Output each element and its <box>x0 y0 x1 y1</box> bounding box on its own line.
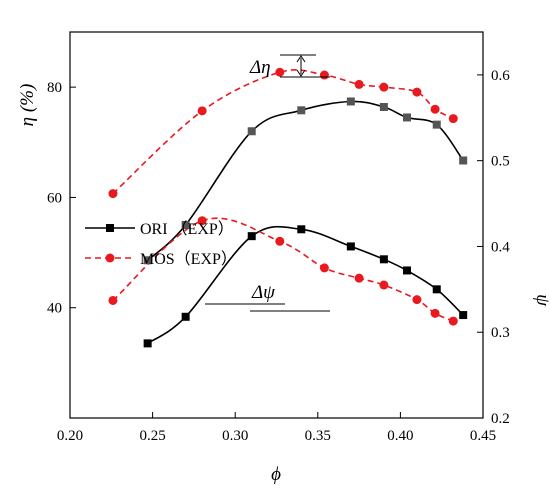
mos-efficiency-point <box>354 79 364 89</box>
ori-head-point <box>143 339 152 348</box>
delta-psi-marker: Δψ <box>205 282 330 312</box>
right-tick-label: 0.3 <box>491 325 510 341</box>
legend: ORI （EXP） MOS（EXP） <box>85 220 237 268</box>
x-tick-label: 0.25 <box>139 428 165 444</box>
x-axis-title: ϕ <box>271 464 281 485</box>
right-tick-label: 0.4 <box>491 239 510 255</box>
ori-head-point <box>432 285 441 294</box>
ori-efficiency-point <box>143 256 152 265</box>
x-tick-label: 0.45 <box>470 428 496 444</box>
delta-eta-arrow-down <box>296 69 306 77</box>
right-tick-label: 0.5 <box>491 154 510 170</box>
ori-efficiency-point <box>181 221 190 229</box>
left-axis-title: η (%) <box>17 84 38 127</box>
ori-head-point <box>346 242 355 251</box>
legend-ori-label: ORI （EXP） <box>140 220 234 238</box>
plot-frame <box>69 31 484 419</box>
ori-head-point <box>403 266 412 275</box>
right-tick-label: 0.2 <box>491 411 510 427</box>
delta-eta-label: Δη <box>249 57 271 78</box>
left-tick-label: 40 <box>47 301 62 317</box>
ori-efficiency-point <box>297 106 306 115</box>
x-tick-label: 0.30 <box>222 428 248 444</box>
legend-ori-marker <box>106 224 114 232</box>
curves <box>112 69 464 345</box>
mos-efficiency-point <box>448 114 458 124</box>
mos-head-point <box>448 316 458 326</box>
left-tick-label: 60 <box>47 190 62 206</box>
mos-head-point <box>412 295 422 305</box>
ori-head-point <box>181 312 190 321</box>
mos-head-point <box>430 308 440 318</box>
legend-mos-marker <box>105 253 115 263</box>
mos-efficiency-point <box>430 104 440 114</box>
mos-head-point <box>275 236 285 246</box>
x-tick-label: 0.40 <box>387 428 413 444</box>
ticks: 0.20 0.25 0.30 0.35 0.40 0.45 40 60 80 0.2 0.3 0.4 0… <box>47 68 510 444</box>
left-tick-label: 80 <box>47 80 62 96</box>
ori-efficiency-point <box>247 127 256 136</box>
mos-head-point <box>197 216 207 226</box>
mos-efficiency-point <box>379 82 389 92</box>
ori-efficiency-point <box>459 156 468 165</box>
mos-efficiency-curve <box>112 69 454 195</box>
ori-head-point <box>297 225 306 234</box>
right-axis-title: ψ <box>532 294 550 307</box>
delta-psi-label: Δψ <box>251 282 276 303</box>
ori-head-point <box>379 255 388 264</box>
right-tick-label: 0.6 <box>491 68 510 84</box>
ori-efficiency-point <box>346 97 355 106</box>
legend-mos-label: MOS（EXP） <box>140 250 237 268</box>
x-tick-label: 0.20 <box>57 428 83 444</box>
ori-efficiency-point <box>379 102 388 111</box>
mos-efficiency-point <box>197 106 207 116</box>
mos-efficiency-point <box>412 87 422 97</box>
mos-head-point <box>319 263 329 273</box>
ori-efficiency-point <box>432 120 441 129</box>
x-tick-label: 0.35 <box>305 428 331 444</box>
mos-head-point <box>354 273 364 283</box>
markers <box>108 67 468 348</box>
mos-head-point <box>379 280 389 290</box>
ori-head-point <box>247 232 256 241</box>
ori-head-curve <box>147 225 464 345</box>
ori-head-point <box>459 311 468 320</box>
mos-efficiency-point <box>108 189 118 199</box>
delta-eta-marker: Δη <box>249 54 330 78</box>
delta-eta-arrow-up <box>296 55 306 63</box>
mos-efficiency-point <box>275 67 285 77</box>
ori-efficiency-point <box>403 113 412 122</box>
mos-efficiency-point <box>319 70 329 80</box>
mos-head-point <box>108 295 118 305</box>
